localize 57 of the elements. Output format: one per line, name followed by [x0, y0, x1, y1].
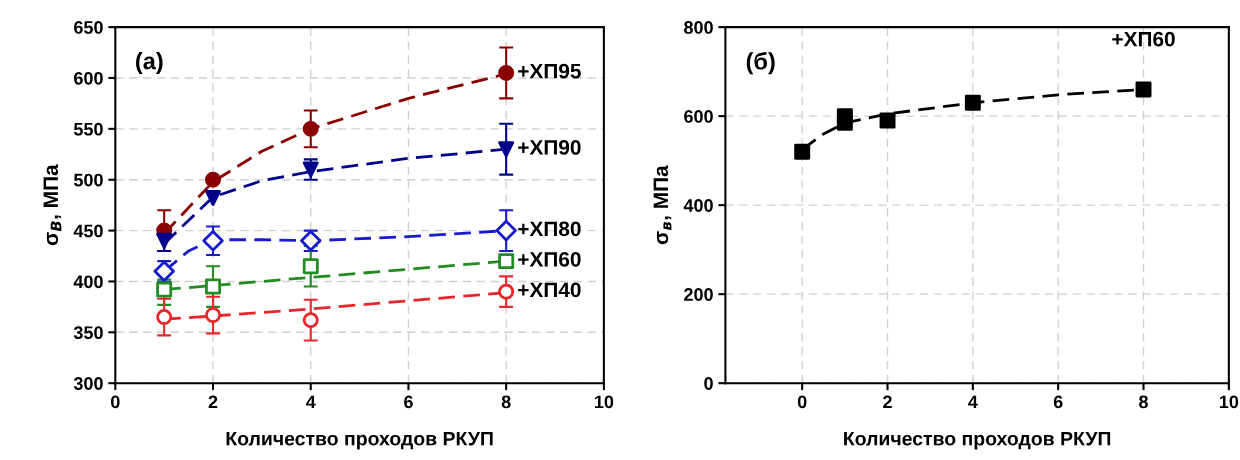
point [205, 278, 222, 295]
y-tick-label: 600 [74, 71, 103, 85]
point [794, 143, 811, 160]
point [498, 283, 515, 300]
point [498, 64, 515, 81]
point [836, 108, 853, 125]
y-tick-label: 450 [73, 224, 103, 238]
x-tick-label: 4 [306, 395, 316, 409]
y-tick-label: 300 [73, 377, 103, 390]
point [156, 309, 173, 326]
point [302, 120, 319, 137]
x-tick-label: 8 [1139, 395, 1148, 409]
text: +ХП60 [1112, 31, 1175, 47]
point [202, 230, 224, 252]
y-tick-label: 0 [704, 377, 713, 390]
x-tick-label: 4 [968, 395, 978, 409]
point [302, 258, 319, 275]
point [205, 307, 222, 323]
x-tick-label: 10 [1219, 395, 1239, 409]
y-tick-label: 650 [74, 21, 103, 34]
x-tick-label: 6 [1053, 395, 1063, 409]
series-label: +ХП90 [518, 140, 581, 155]
x-axis-title: Количество проходов РКУП [844, 431, 1111, 450]
y-tick-label: 200 [684, 288, 713, 301]
x-tick-label: 8 [501, 395, 511, 409]
x-tick-label: 2 [883, 395, 892, 409]
x-tick-label: 10 [594, 395, 614, 409]
point [964, 94, 981, 111]
x-axis-title: Количество проходов РКУП [226, 431, 493, 450]
y-tick-label: 400 [73, 275, 103, 289]
point [205, 190, 222, 207]
y-tick-label: 350 [73, 326, 103, 340]
x-tick-label: 0 [111, 395, 120, 409]
series-label: +ХП95 [518, 63, 581, 79]
point [498, 141, 515, 158]
y-axis-title: σ$_{В}$, МПа [43, 164, 62, 246]
x-tick-label: 2 [208, 395, 218, 409]
y-tick-label: 500 [73, 173, 103, 187]
series-label: +ХП80 [518, 221, 581, 237]
point [302, 312, 319, 329]
series-label: +ХП40 [518, 282, 581, 298]
y-tick-label: 800 [684, 21, 713, 34]
y-tick-label: 550 [73, 122, 103, 136]
y-tick-label: 600 [684, 110, 713, 123]
y-axis-title: σ$_{в}$, МПа [653, 165, 672, 245]
point [1135, 81, 1152, 98]
point [156, 281, 173, 298]
annotation: (а) [136, 52, 163, 75]
series-label: +ХП60 [518, 251, 581, 267]
y-tick-label: 400 [683, 199, 713, 212]
point [498, 253, 515, 270]
x-tick-label: 0 [797, 395, 807, 409]
annotation: (б) [746, 52, 775, 75]
point [495, 219, 517, 242]
x-tick-label: 6 [404, 395, 413, 409]
point [205, 171, 222, 188]
point [879, 112, 896, 129]
